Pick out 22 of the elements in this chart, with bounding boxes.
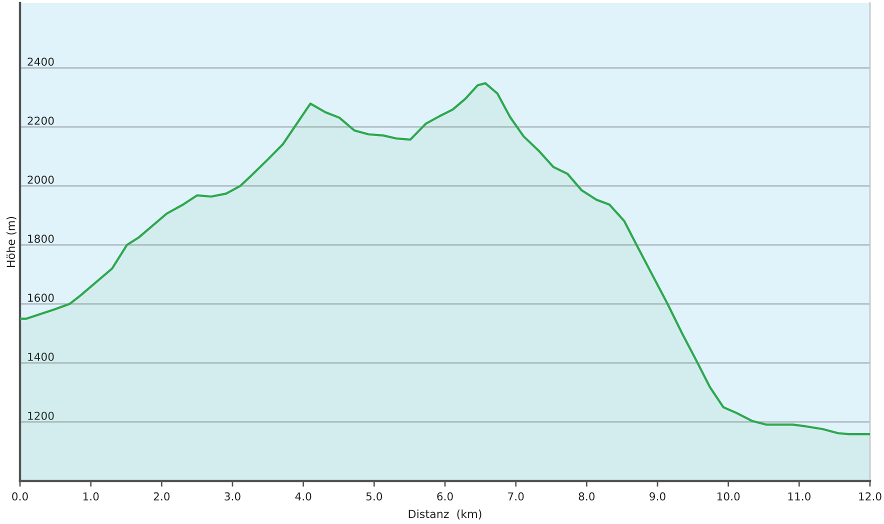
y-tick-label: 1800 [28,234,54,243]
y-tick-label: 2200 [28,116,54,125]
y-tick-label: 2400 [28,58,54,66]
x-tick-label: 2.0 [154,492,170,500]
x-tick-label: 12.0 [859,492,882,500]
y-tick-label: 1400 [28,352,54,361]
x-tick-label: 3.0 [224,492,240,500]
x-axis-title: Distanz (km) [408,510,482,520]
y-tick-label: 1600 [28,294,54,302]
x-tick-label: 8.0 [578,492,595,500]
x-tick-label: 5.0 [366,492,382,500]
y-axis-title: Höhe (m) [6,216,16,267]
x-tick-label: 6.0 [437,492,453,500]
x-tick-label: 1.0 [83,492,99,500]
x-tick-label: 10.0 [717,492,740,500]
x-tick-label: 7.0 [508,492,524,500]
x-tick-label: 11.0 [788,492,811,500]
x-tick-label: 9.0 [650,492,666,500]
y-tick-label: 2000 [28,176,54,184]
x-tick-label: 4.0 [295,492,312,500]
y-tick-label: 1200 [28,412,54,420]
x-tick-label: 0.0 [12,492,28,500]
